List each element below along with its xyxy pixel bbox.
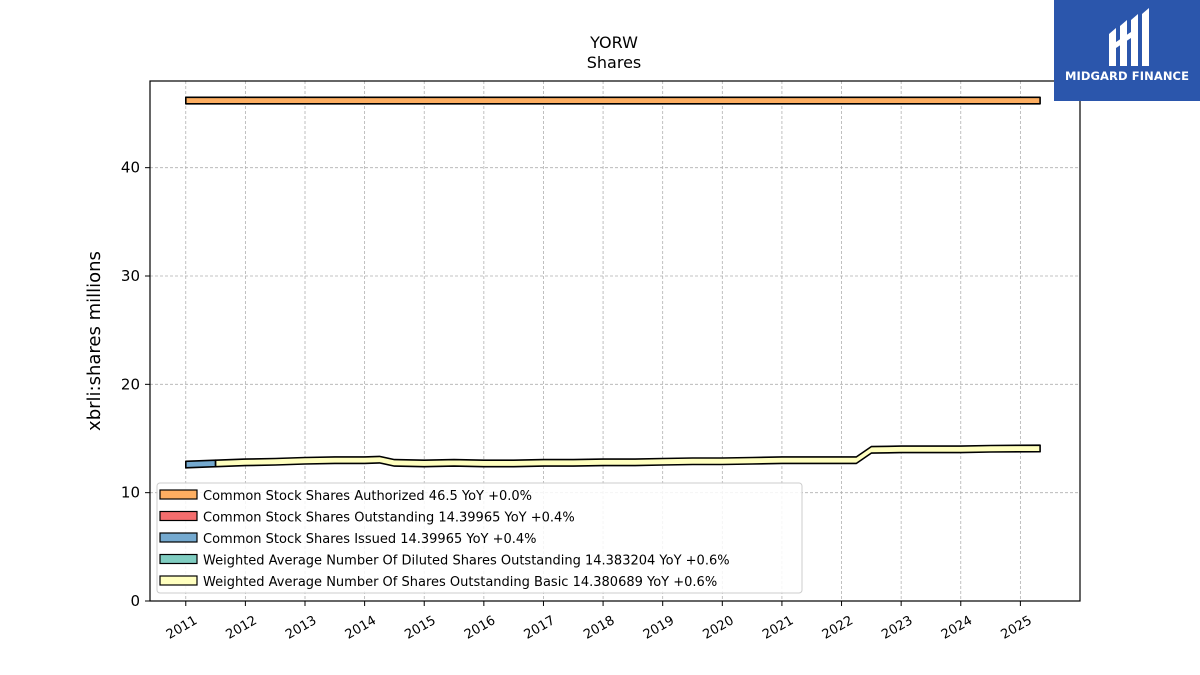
legend-swatch xyxy=(159,510,198,522)
series-area-0 xyxy=(185,96,1041,105)
x-tick-label: 2024 xyxy=(939,613,975,643)
chart-title: YORW xyxy=(589,33,638,52)
plot-frame xyxy=(149,80,1081,602)
legend-entry: Weighted Average Number Of Shares Outsta… xyxy=(203,575,717,590)
legend-swatch xyxy=(159,489,198,500)
x-tick-label: 2011 xyxy=(164,613,200,643)
x-tick-label: 2016 xyxy=(462,613,498,643)
legend-swatch xyxy=(159,532,198,543)
x-tick-label: 2018 xyxy=(581,613,617,643)
legend-swatch xyxy=(159,575,198,586)
x-tick-label: 2014 xyxy=(343,613,379,643)
x-tick-label: 2013 xyxy=(283,613,319,643)
legend-entry: Common Stock Shares Authorized 46.5 YoY … xyxy=(203,489,532,504)
x-tick-label: 2017 xyxy=(522,613,558,643)
legend-entry: Common Stock Shares Issued 14.39965 YoY … xyxy=(203,532,537,547)
x-tick-label: 2021 xyxy=(760,613,796,643)
midgard-finance-logo: MIDGARD FINANCE xyxy=(1054,0,1200,101)
legend-swatch xyxy=(159,553,198,565)
x-tick-label: 2023 xyxy=(879,613,915,643)
series-areas xyxy=(185,96,1041,469)
legend: Common Stock Shares Authorized 46.5 YoY … xyxy=(156,482,803,594)
x-tick-label: 2019 xyxy=(641,613,677,643)
legend-box xyxy=(156,482,803,594)
y-tick-label: 10 xyxy=(121,484,140,502)
chart-subtitle: Shares xyxy=(587,53,642,72)
x-tick-label: 2012 xyxy=(224,613,260,643)
x-tick-label: 2020 xyxy=(700,613,736,643)
x-tick-label: 2022 xyxy=(820,613,856,643)
x-tick-label: 2015 xyxy=(402,613,438,643)
y-tick-label: 0 xyxy=(130,592,140,610)
logo-text: MIDGARD FINANCE xyxy=(1064,69,1190,83)
y-tick-label: 20 xyxy=(121,375,140,393)
series-area-4 xyxy=(214,444,1041,468)
x-tick-label: 2025 xyxy=(999,613,1035,643)
y-tick-label: 30 xyxy=(121,267,140,285)
midgard-logo-mark-icon xyxy=(1109,8,1149,66)
y-tick-label: 40 xyxy=(121,159,140,177)
legend-entry: Weighted Average Number Of Diluted Share… xyxy=(203,554,730,569)
legend-entry: Common Stock Shares Outstanding 14.39965… xyxy=(203,511,575,526)
y-axis-label: xbrli:shares millions xyxy=(84,251,105,431)
series-area-2 xyxy=(185,459,217,469)
